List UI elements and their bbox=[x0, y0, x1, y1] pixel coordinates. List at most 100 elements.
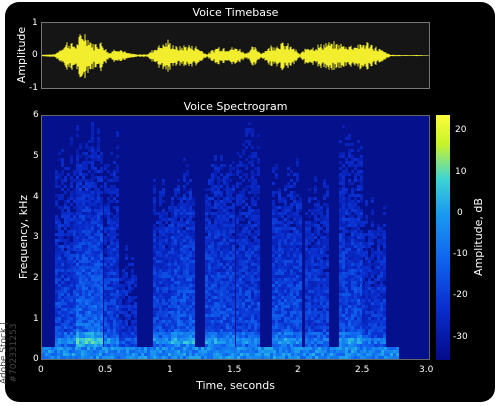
spectrogram-cell bbox=[61, 257, 64, 260]
spectrogram-cell bbox=[85, 203, 88, 206]
spectrogram-cell bbox=[245, 284, 248, 287]
spectrogram-cell bbox=[320, 305, 323, 308]
spectrogram-cell bbox=[223, 323, 226, 326]
spectrogram-cell bbox=[251, 182, 254, 185]
spectrogram-cell bbox=[223, 203, 226, 206]
spectrogram-cell bbox=[192, 203, 195, 206]
spectrogram-cell bbox=[308, 275, 311, 278]
spectrogram-cell bbox=[174, 281, 177, 284]
spectrogram-cell bbox=[272, 194, 275, 197]
spectrogram-cell bbox=[214, 332, 217, 335]
spectrogram-cell bbox=[73, 329, 76, 332]
spectrogram-cell bbox=[107, 170, 110, 173]
spectrogram-cell bbox=[186, 275, 189, 278]
spectrogram-cell bbox=[232, 224, 235, 227]
spectrogram-cell bbox=[245, 176, 248, 179]
spectrogram-cell bbox=[287, 218, 290, 221]
spectrogram-cell bbox=[189, 266, 192, 269]
spectrogram-cell bbox=[239, 200, 242, 203]
spectrogram-cell bbox=[308, 248, 311, 251]
spectrogram-cell bbox=[214, 275, 217, 278]
spectrogram-cell bbox=[171, 224, 174, 227]
spectrogram-cell bbox=[299, 206, 302, 209]
spectrogram-cell bbox=[342, 239, 345, 242]
spectrogram-cell bbox=[281, 314, 284, 317]
spectrogram-cell bbox=[70, 305, 73, 308]
spectrogram-cell bbox=[61, 188, 64, 191]
spectrogram-cell bbox=[180, 287, 183, 290]
spectrogram-cell bbox=[88, 209, 91, 212]
spectrogram-cell bbox=[134, 275, 137, 278]
spectrogram-cell bbox=[119, 323, 122, 326]
spectrogram-cell bbox=[134, 323, 137, 326]
spectrogram-cell bbox=[82, 173, 85, 176]
spectrogram-cell bbox=[220, 257, 223, 260]
spectrogram-cell bbox=[82, 299, 85, 302]
spectrogram-cell bbox=[61, 230, 64, 233]
spectrogram-cell bbox=[317, 254, 320, 257]
spectrogram-cell bbox=[85, 281, 88, 284]
spectrogram-cell bbox=[174, 344, 177, 347]
spectrogram-cell bbox=[287, 266, 290, 269]
spectrogram-cell bbox=[226, 236, 229, 239]
spectrogram-cell bbox=[287, 338, 290, 341]
spectrogram-cell bbox=[153, 284, 156, 287]
spectrogram-cell bbox=[211, 182, 214, 185]
spectrogram-cell bbox=[189, 203, 192, 206]
spectrogram-cell bbox=[217, 269, 220, 272]
spectrogram-cell bbox=[236, 194, 239, 197]
spectrogram-cell bbox=[162, 275, 165, 278]
spectrogram-cell bbox=[251, 161, 254, 164]
spectrogram-cell bbox=[88, 218, 91, 221]
spectrogram-cell bbox=[345, 329, 348, 332]
spectrogram-cell bbox=[217, 182, 220, 185]
spectrogram-cell bbox=[159, 326, 162, 329]
spectrogram-cell bbox=[354, 290, 357, 293]
spectrogram-cell bbox=[205, 332, 208, 335]
spectrogram-cell bbox=[281, 209, 284, 212]
spectrogram-cell bbox=[211, 320, 214, 323]
spectrogram-cell bbox=[100, 341, 103, 344]
spectrogram-cell bbox=[339, 188, 342, 191]
spectrogram-cell bbox=[189, 275, 192, 278]
spectrogram-cell bbox=[177, 269, 180, 272]
spectrogram-cell bbox=[97, 191, 100, 194]
spectrogram-cell bbox=[220, 239, 223, 242]
spectrogram-cell bbox=[226, 296, 229, 299]
spectrogram-cell bbox=[177, 260, 180, 263]
spectrogram-cell bbox=[345, 317, 348, 320]
spectrogram-cell bbox=[97, 341, 100, 344]
spectrogram-cell bbox=[278, 254, 281, 257]
spectrogram-cell bbox=[208, 248, 211, 251]
spectrogram-cell bbox=[180, 200, 183, 203]
spectrogram-cell bbox=[239, 278, 242, 281]
spectrogram-cell bbox=[284, 272, 287, 275]
spectrogram-cell bbox=[174, 191, 177, 194]
spectrogram-cell bbox=[116, 134, 119, 137]
spectrogram-cell bbox=[314, 257, 317, 260]
spectrogram-cell bbox=[91, 326, 94, 329]
spectrogram-cell bbox=[171, 344, 174, 347]
spectrogram-cell bbox=[67, 236, 70, 239]
spectrogram-cell bbox=[293, 269, 296, 272]
spectrogram-cell bbox=[104, 281, 107, 284]
spectrogram-cell bbox=[323, 185, 326, 188]
spectrogram-cell bbox=[58, 239, 61, 242]
spectrogram-cell bbox=[320, 308, 323, 311]
spectrogram-cell bbox=[192, 272, 195, 275]
spectrogram-cell bbox=[91, 329, 94, 332]
spectrogram-cell bbox=[284, 224, 287, 227]
spectrogram-cell bbox=[88, 188, 91, 191]
spectrogram-cell bbox=[251, 200, 254, 203]
spectrogram-cell bbox=[186, 290, 189, 293]
spectrogram-cell bbox=[305, 311, 308, 314]
spectrogram-cell bbox=[299, 239, 302, 242]
spectrogram-cell bbox=[217, 245, 220, 248]
spectrogram-cell bbox=[217, 314, 220, 317]
spectrogram-cell bbox=[97, 311, 100, 314]
spectrogram-cell bbox=[88, 341, 91, 344]
spectrogram-cell bbox=[174, 275, 177, 278]
spectrogram-cell bbox=[192, 332, 195, 335]
spectrogram-cell bbox=[229, 230, 232, 233]
spectrogram-cell bbox=[299, 317, 302, 320]
